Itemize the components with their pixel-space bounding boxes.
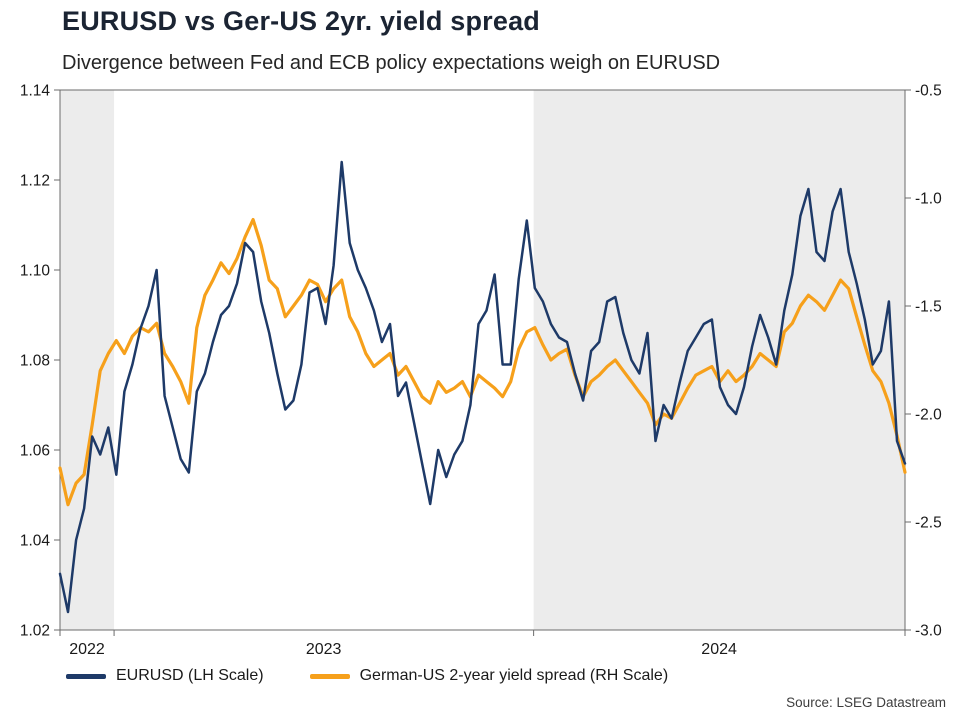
legend-item-eurusd: EURUSD (LH Scale) [66,667,264,685]
x-axis-year-label: 2023 [306,641,342,658]
legend-item-yield-spread: German-US 2-year yield spread (RH Scale) [309,667,669,685]
yield-spread-line-swatch [309,673,350,679]
right-axis-tick-label: -3.0 [915,623,942,640]
source-attribution: Source: LSEG Datastream [786,695,946,710]
legend-label-eurusd: EURUSD (LH Scale) [116,667,264,684]
legend: EURUSD (LH Scale) German-US 2-year yield… [66,667,668,685]
chart-subtitle: Divergence between Fed and ECB policy ex… [62,52,721,74]
right-axis-tick-label: -1.5 [915,299,942,316]
x-axis-year-label: 2022 [69,641,105,658]
left-axis-tick-label: 1.10 [20,263,51,280]
right-axis-tick-label: -2.5 [915,515,942,532]
right-axis-tick-label: -2.0 [915,407,942,424]
left-axis-tick-label: 1.14 [20,83,51,100]
year-shading-band [533,90,905,630]
left-axis-tick-label: 1.04 [20,533,51,550]
legend-label-yield-spread: German-US 2-year yield spread (RH Scale) [359,667,669,684]
eurusd-line-swatch [66,673,106,679]
right-axis-tick-label: -0.5 [915,83,942,100]
yield-spread-line [58,218,907,507]
x-axis-year-label: 2024 [701,641,737,658]
left-axis-tick-label: 1.08 [20,353,50,370]
left-axis-tick-label: 1.06 [20,443,50,460]
left-axis-tick-label: 1.12 [20,173,50,190]
chart-title: EURUSD vs Ger-US 2yr. yield spread [62,6,540,36]
right-axis-tick-label: -1.0 [915,191,942,208]
left-axis-tick-label: 1.02 [20,623,50,640]
eurusd-line [58,160,907,614]
